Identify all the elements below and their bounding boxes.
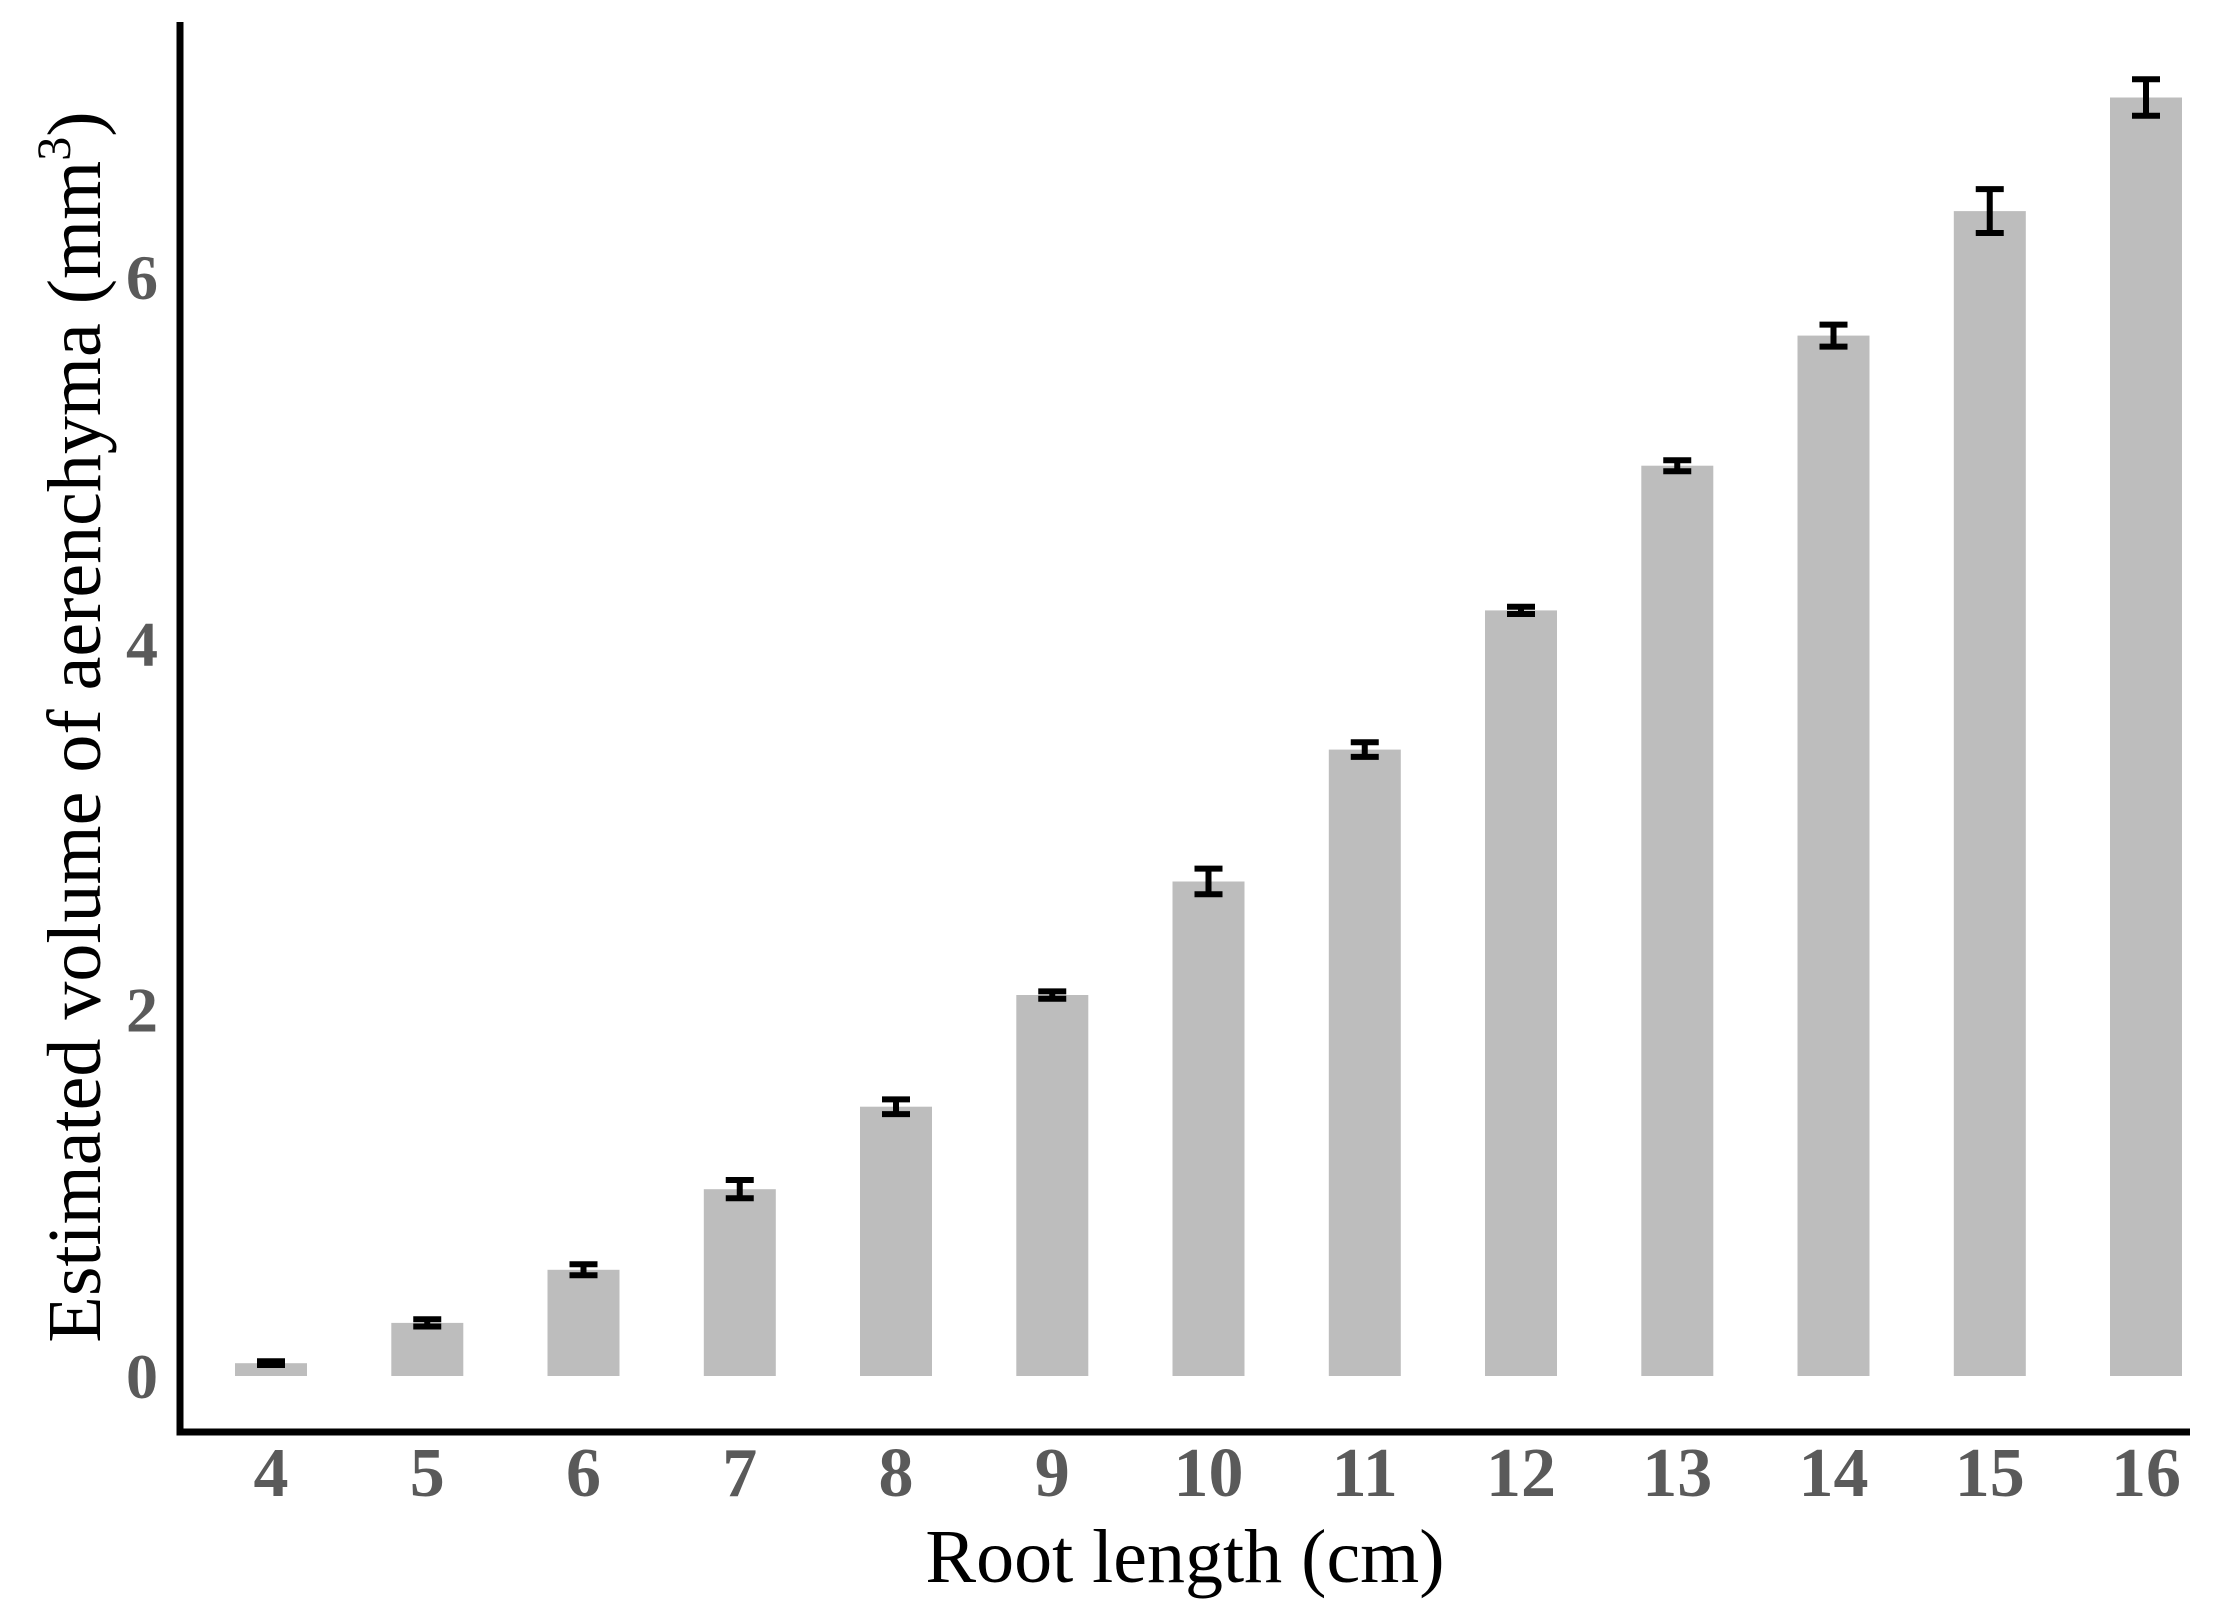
error-bar-16 [2132,76,2160,119]
bars-layer [235,97,2182,1377]
x-tick-label-9: 9 [1035,1435,1070,1512]
y-tick-label-0: 0 [126,1341,158,1412]
x-tick-label-12: 12 [1486,1435,1556,1512]
error-bar-6 [569,1261,598,1279]
error-bar-12 [1507,603,1535,617]
y-tick-labels: 0 2 4 6 [126,242,158,1412]
error-bar-14 [1819,321,1848,350]
bar-10 [1172,881,1245,1376]
y-axis-title-superscript: 3 [28,137,81,161]
error-bar-15 [1975,186,2004,236]
x-tick-labels: 4 5 6 7 8 9 10 11 12 13 14 15 16 [254,1435,2182,1512]
x-axis-title: Root length (cm) [925,1515,1444,1599]
bar-14 [1797,335,1870,1377]
bar-16 [2110,97,2182,1376]
x-tick-label-7: 7 [722,1435,757,1512]
error-bar-10 [1194,865,1223,898]
y-tick-label-4: 4 [126,608,158,679]
y-axis-title: Estimated volume of aerenchyma (mm3) [28,111,117,1342]
error-bar-7 [725,1177,754,1202]
bar-15 [1953,211,2026,1377]
x-tick-label-13: 13 [1642,1435,1712,1512]
y-tick-label-6: 6 [126,242,158,313]
bar-4 [235,1363,307,1376]
x-tick-label-11: 11 [1332,1435,1398,1512]
bar-11 [1328,749,1401,1376]
y-tick-label-2: 2 [126,975,158,1046]
bar-8 [860,1106,932,1376]
bar-5 [391,1322,464,1376]
bar-9 [1016,995,1089,1376]
x-tick-label-10: 10 [1174,1435,1244,1512]
error-bar-11 [1350,739,1379,760]
x-tick-label-6: 6 [566,1435,601,1512]
x-tick-label-8: 8 [879,1435,914,1512]
error-bar-5 [413,1316,442,1330]
bar-13 [1641,465,1714,1376]
error-bar-9 [1038,988,1067,1002]
x-tick-label-4: 4 [254,1435,289,1512]
x-tick-label-14: 14 [1799,1435,1869,1512]
x-tick-label-15: 15 [1955,1435,2025,1512]
error-bars-layer [257,76,2160,1368]
bar-7 [703,1189,776,1376]
bar-6 [547,1269,620,1376]
y-axis-title-main: Estimated volume of aerenchyma (mm [33,161,117,1343]
error-bar-13 [1663,457,1692,475]
y-axis-title-suffix: ) [33,111,117,136]
error-bar-8 [882,1096,910,1118]
x-tick-label-16: 16 [2111,1435,2181,1512]
x-tick-label-5: 5 [410,1435,445,1512]
bar-12 [1485,610,1557,1376]
error-bar-4 [257,1358,285,1368]
